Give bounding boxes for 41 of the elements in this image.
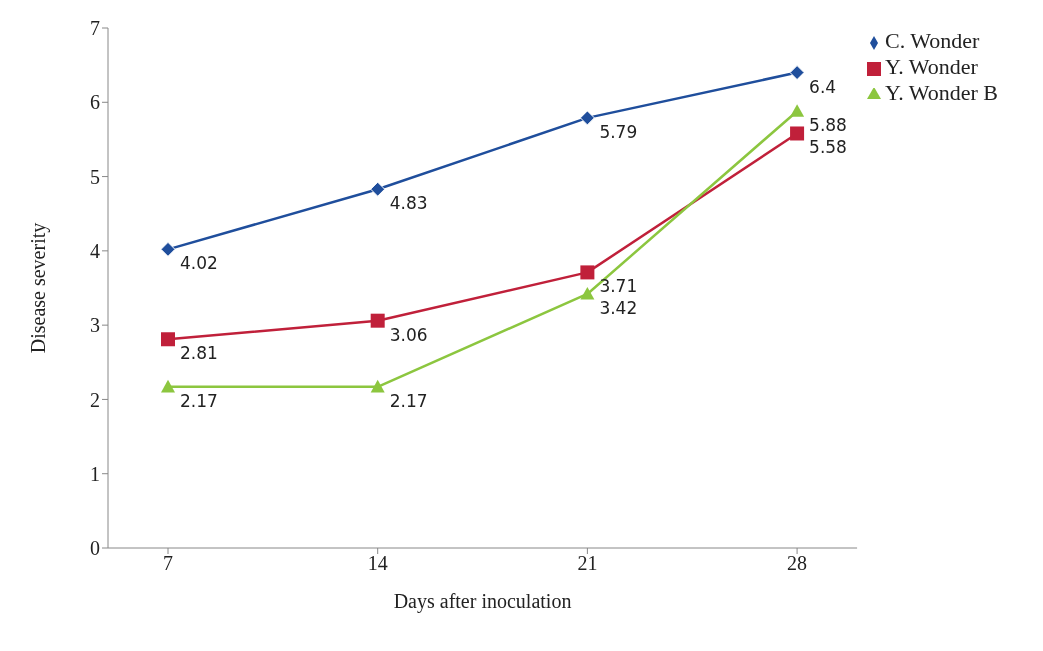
data-label: 2.81 [180,343,218,364]
y-tick-label: 7 [90,17,100,40]
y-tick-label: 3 [90,314,100,337]
y-tick-label: 6 [90,91,100,114]
data-label: 2.17 [389,390,428,411]
data-label: 6.4 [809,76,837,97]
x-tick-label: 14 [367,552,388,575]
point [161,379,175,393]
x-tick-label: 7 [163,552,173,575]
data-label: 5.88 [809,115,847,136]
point [370,181,386,197]
data-label: 5.58 [809,137,847,158]
point [789,65,805,81]
y-tick-label: 1 [90,462,100,485]
data-label: 3.42 [599,297,638,318]
data-label: 3.71 [599,276,638,297]
data-label: 4.02 [180,253,218,274]
y-tick-label: 2 [90,388,100,411]
data-label: 3.06 [389,324,428,345]
point [580,265,595,280]
y-tick-label: 4 [90,239,100,262]
legend-label: Y. Wonder [885,54,978,79]
point [790,126,805,141]
data-label: 4.83 [389,193,428,214]
point [161,332,175,347]
y-axis-title: Disease severity [27,222,51,354]
point [370,379,385,393]
point [160,241,176,257]
point [790,104,805,117]
x-tick-label: 28 [787,552,808,575]
point [579,110,595,126]
data-label: 5.79 [599,121,638,142]
y-tick-label: 0 [90,537,100,560]
legend-label: Y. Wonder B [885,80,998,105]
y-tick-label: 5 [90,165,100,188]
point [580,286,595,300]
legend-label: C. Wonder [885,28,980,53]
x-axis-title: Days after inoculation [393,590,572,613]
x-tick-label: 21 [577,552,598,575]
data-label: 2.17 [180,390,218,411]
point [370,313,385,328]
